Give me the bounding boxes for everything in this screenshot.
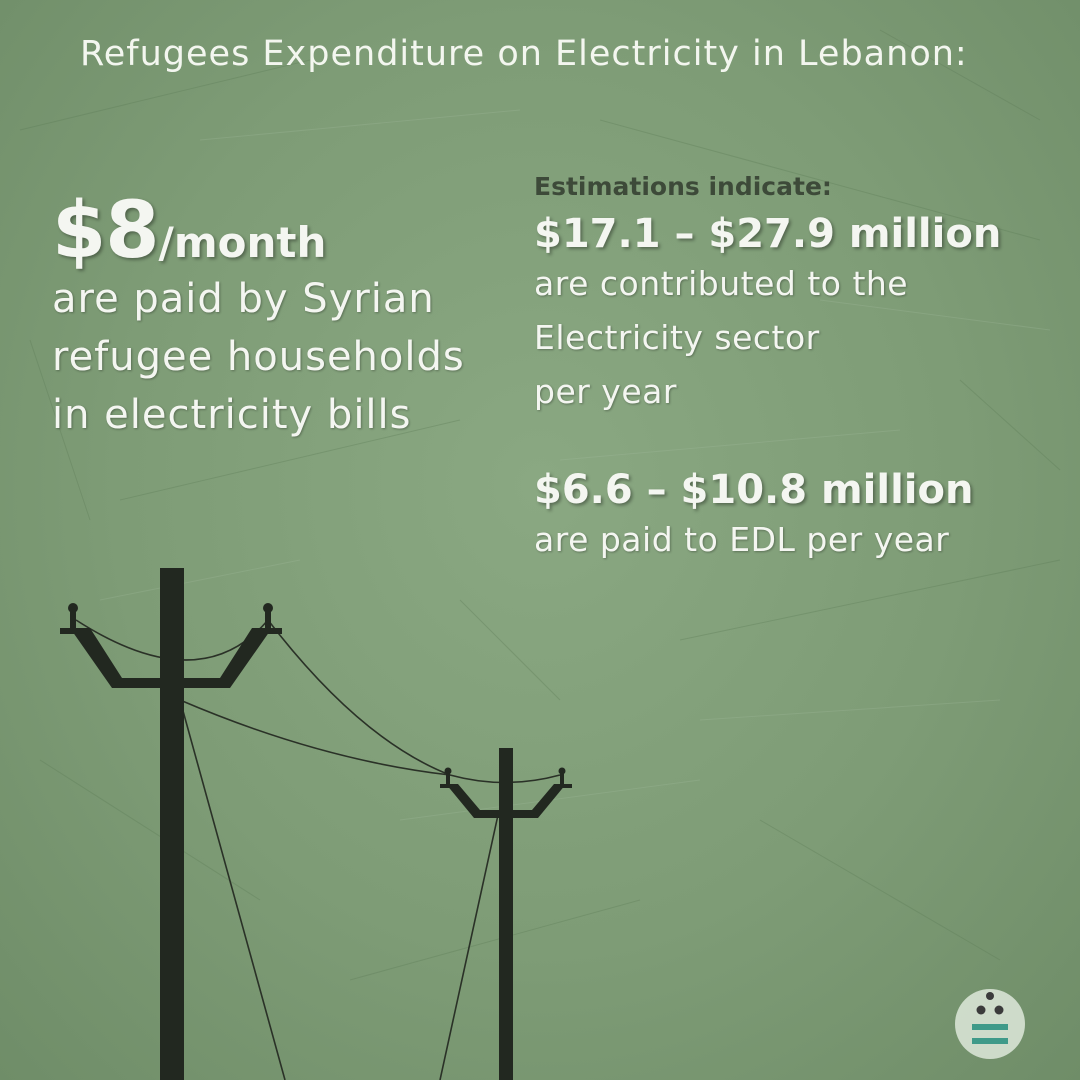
- monthly-description-line: in electricity bills: [52, 392, 412, 438]
- sector-description-line: are contributed to the: [534, 264, 909, 303]
- monthly-description-line: are paid by Syrian: [52, 276, 435, 322]
- sector-description-line: Electricity sector: [534, 318, 820, 357]
- edl-range: $6.6 – $10.8 million: [534, 467, 974, 513]
- monthly-description: are paid by Syrian refugee households in…: [52, 270, 522, 444]
- edl-description: are paid to EDL per year: [534, 513, 1054, 567]
- estimations-block: Estimations indicate: $17.1 – $27.9 mill…: [534, 172, 1054, 567]
- sector-description-line: per year: [534, 372, 677, 411]
- monthly-amount: $8: [52, 186, 160, 276]
- sector-description: are contributed to the Electricity secto…: [534, 257, 1054, 419]
- estimations-label: Estimations indicate:: [534, 172, 832, 201]
- monthly-cost-headline: $8/month: [52, 186, 522, 276]
- logo-icon: [955, 989, 1025, 1059]
- monthly-unit: /month: [158, 218, 327, 267]
- monthly-description-line: refugee households: [52, 334, 465, 380]
- edl-description-line: are paid to EDL per year: [534, 520, 950, 559]
- monthly-cost-block: $8/month are paid by Syrian refugee hous…: [52, 186, 522, 444]
- sector-range: $17.1 – $27.9 million: [534, 211, 1002, 257]
- page-title: Refugees Expenditure on Electricity in L…: [80, 34, 968, 74]
